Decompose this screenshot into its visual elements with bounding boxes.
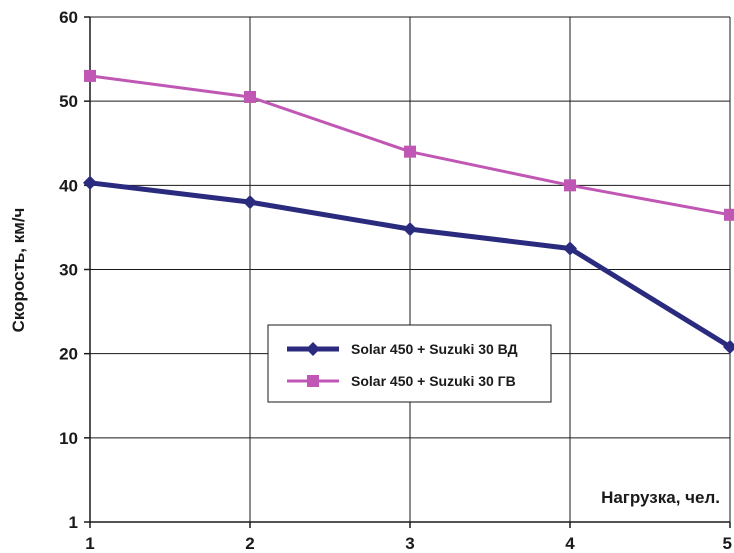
y-tick-label: 10	[59, 429, 78, 448]
series	[84, 69, 734, 221]
y-tick-label: 60	[59, 8, 78, 27]
y-tick-label: 30	[59, 261, 78, 280]
x-tick-label: 5	[723, 534, 732, 553]
series-layer	[83, 69, 734, 354]
data-point	[564, 179, 576, 192]
y-tick-label: 20	[59, 345, 78, 364]
data-point	[83, 175, 97, 190]
data-point	[244, 90, 256, 103]
legend-item: Solar 450 + Suzuki 30 ВД	[287, 341, 518, 357]
legend: Solar 450 + Suzuki 30 ВД Solar 450 + Suzu…	[267, 324, 552, 403]
data-point	[563, 241, 577, 256]
legend-box	[267, 324, 552, 403]
y-tick-label: 1	[69, 513, 78, 532]
legend-item: Solar 450 + Suzuki 30 ГВ	[287, 373, 516, 389]
data-point	[724, 208, 734, 221]
data-point	[404, 145, 416, 158]
x-tick-label: 3	[405, 534, 414, 553]
legend-label: Solar 450 + Suzuki 30 ГВ	[351, 373, 516, 389]
data-point	[306, 342, 320, 356]
data-point	[243, 195, 257, 210]
axes	[84, 16, 731, 528]
tick-labels: 1 10 20 30 40 50 60 1 2 3 4 5	[59, 8, 732, 553]
data-point	[307, 375, 319, 387]
series	[83, 175, 734, 354]
y-tick-label: 40	[59, 176, 78, 195]
x-tick-label: 1	[85, 534, 94, 553]
y-tick-label: 50	[59, 92, 78, 111]
x-tick-label: 4	[565, 534, 575, 553]
x-tick-label: 2	[245, 534, 254, 553]
data-point	[84, 69, 96, 82]
data-point	[723, 339, 734, 354]
grid	[89, 16, 731, 522]
x-axis-label: Нагрузка, чел.	[601, 488, 720, 507]
legend-label: Solar 450 + Suzuki 30 ВД	[351, 341, 518, 357]
y-axis-label: Скорость, км/ч	[9, 208, 28, 333]
data-point	[403, 222, 417, 237]
